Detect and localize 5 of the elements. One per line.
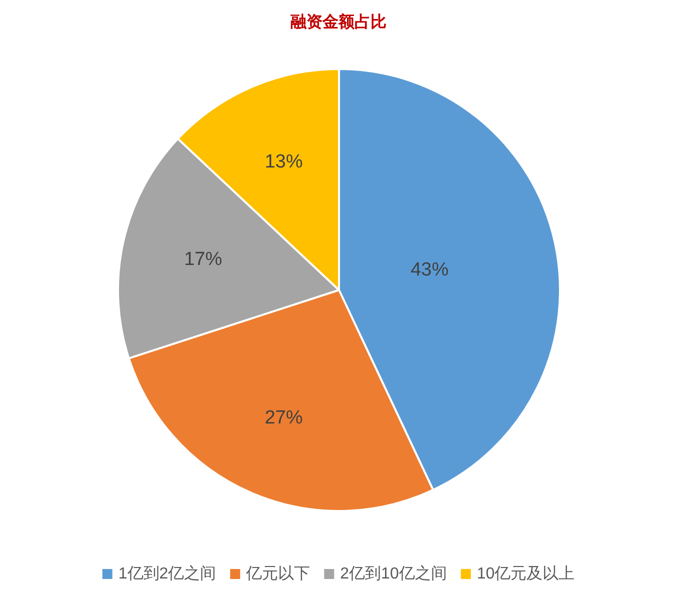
title: 融资金额占比 [290, 12, 386, 31]
legend-label: 亿元以下 [245, 564, 310, 582]
legend-label: 2亿到10亿之间 [340, 564, 447, 582]
legend-label: 1亿到2亿之间 [118, 564, 216, 582]
legend-label: 10亿元及以上 [476, 564, 575, 582]
